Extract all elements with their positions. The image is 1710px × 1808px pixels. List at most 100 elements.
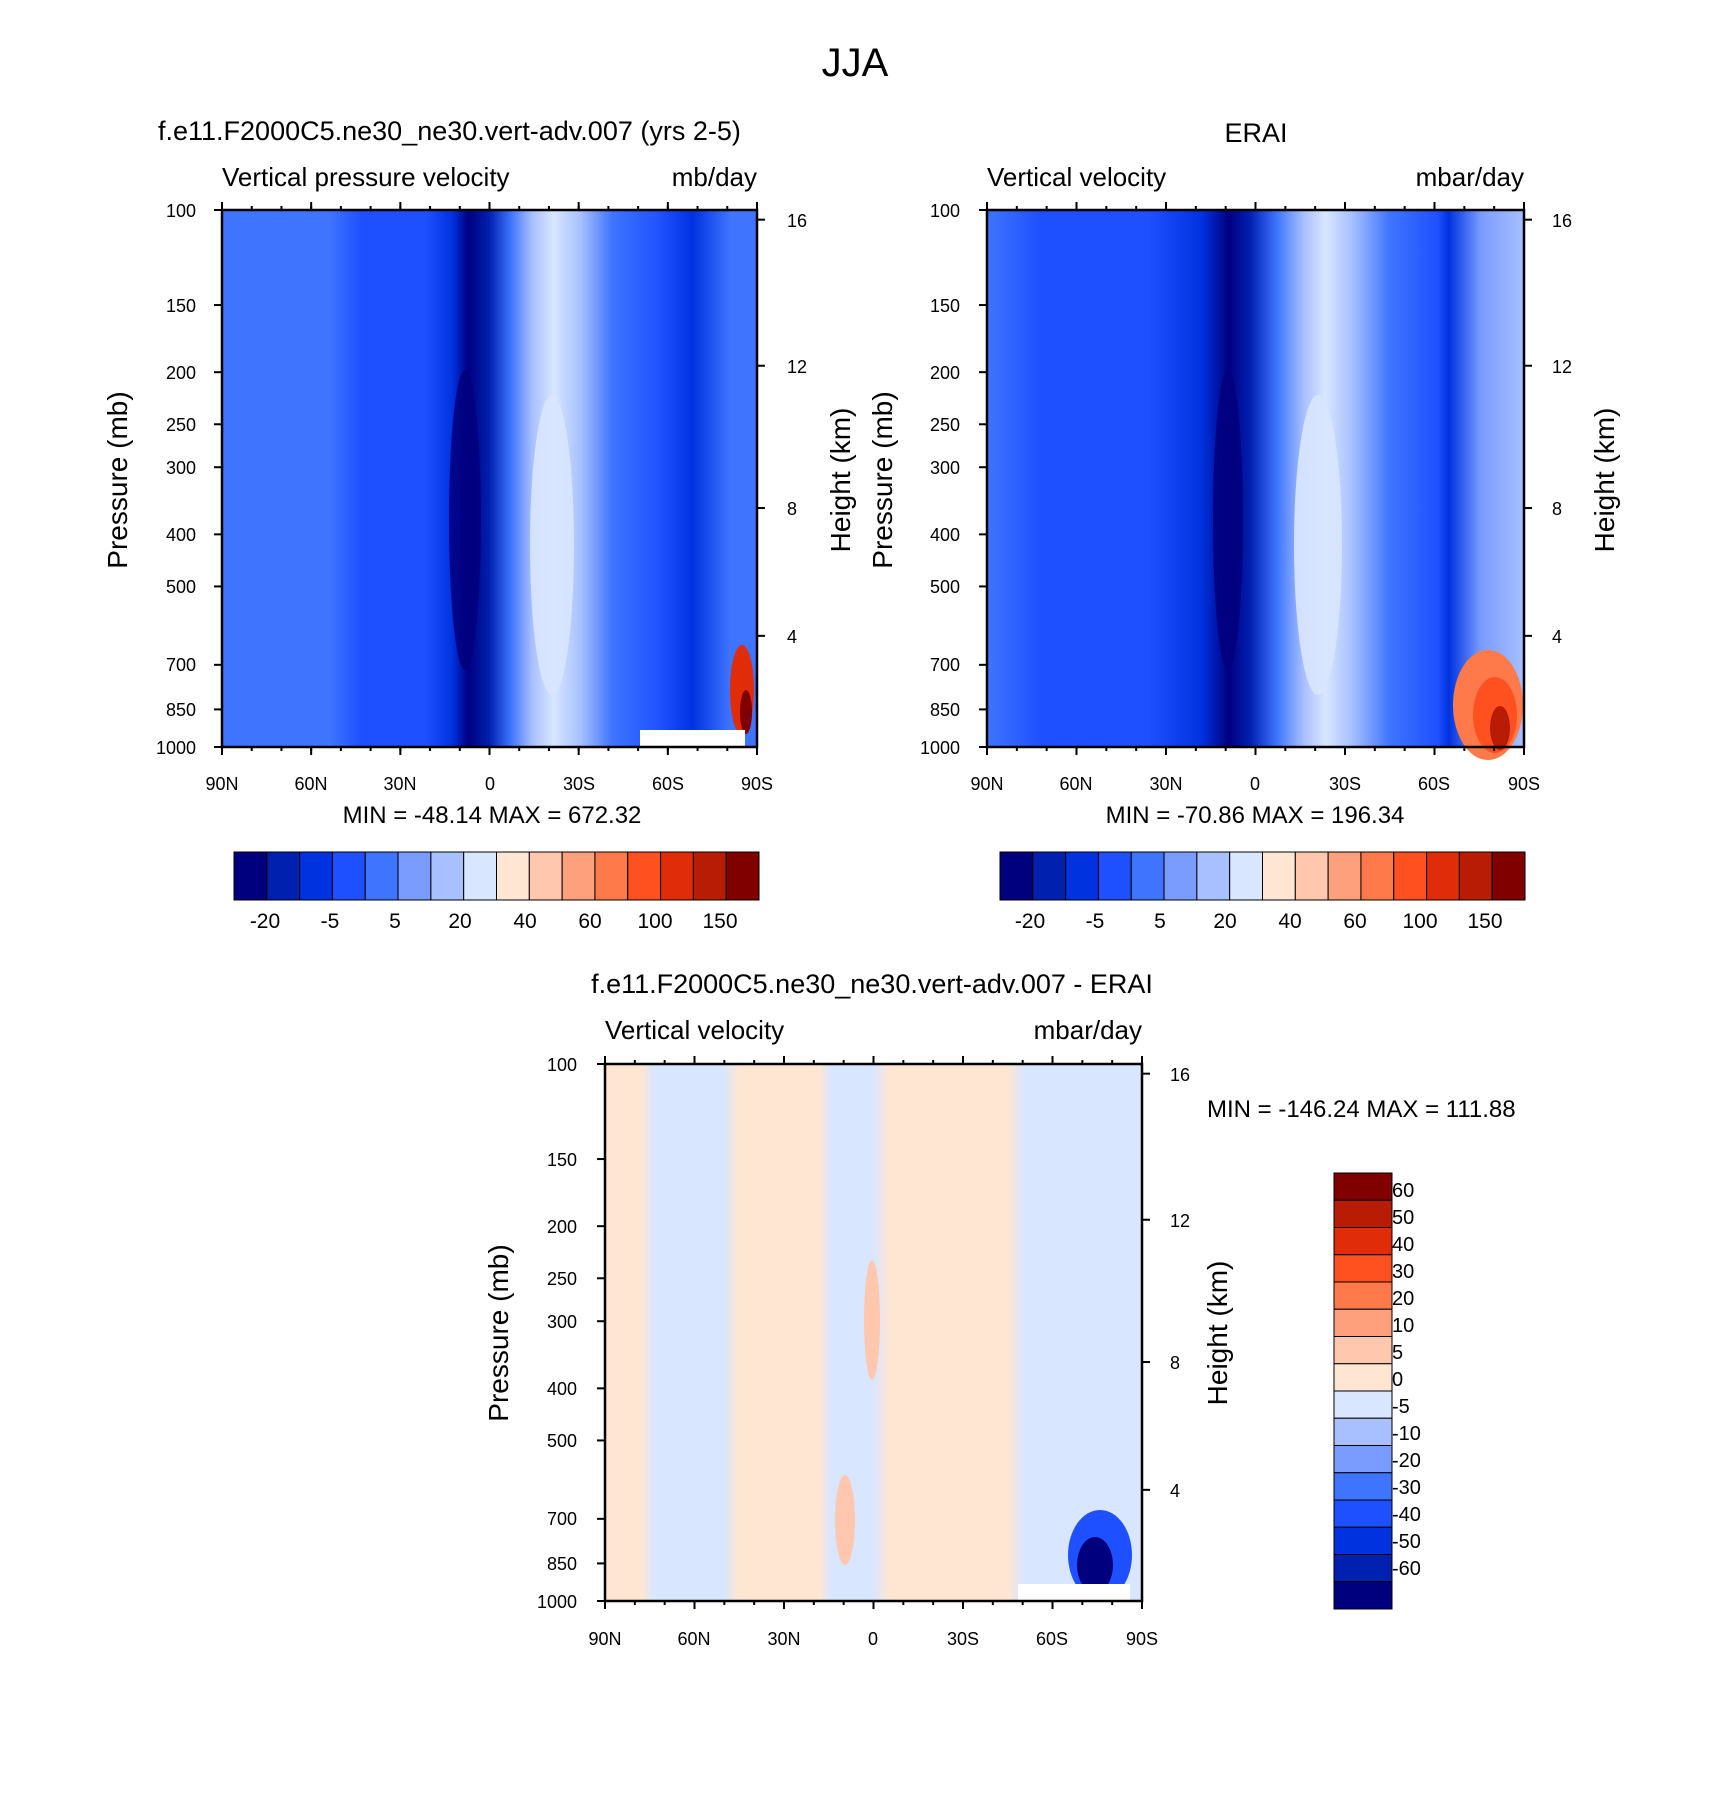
panel-erai-y-axis: 100 150 200 250 300 400 500 700 850 1000… xyxy=(867,201,960,758)
y-tick-label: 150 xyxy=(930,296,960,316)
height-tick-label: 4 xyxy=(1552,627,1562,647)
colorbar-swatch xyxy=(1262,851,1296,901)
panel-model-title: f.e11.F2000C5.ne30_ne30.vert-adv.007 (yr… xyxy=(158,116,741,146)
colorbar-swatch xyxy=(1333,1363,1393,1392)
colorbar-label: 20 xyxy=(448,910,471,933)
colorbar-swatches xyxy=(1333,1172,1393,1610)
colorbar-swatch xyxy=(1196,851,1231,901)
panel-difference-plot-area xyxy=(603,1062,1144,1603)
colorbar-label: -20 xyxy=(250,910,280,933)
y-tick-label: 100 xyxy=(930,201,960,221)
colorbar-swatch xyxy=(1426,851,1460,901)
colorbar-label: 40 xyxy=(1278,910,1301,933)
colorbar-swatch xyxy=(1229,851,1263,901)
panel-erai-height-axis: 16 12 8 4 Height (km) xyxy=(1552,211,1620,647)
colorbar-swatches xyxy=(233,851,760,901)
y-tick-label: 850 xyxy=(930,700,960,720)
colorbar-swatch xyxy=(1333,1417,1393,1446)
colorbar-swatch xyxy=(299,851,333,901)
x-tick-label: 90N xyxy=(970,774,1003,794)
x-tick-label: 90N xyxy=(588,1629,621,1649)
height-tick-label: 8 xyxy=(1170,1353,1180,1373)
colorbar-swatch xyxy=(1130,851,1165,901)
colorbar-label: 40 xyxy=(1392,1234,1414,1256)
axis-ticks xyxy=(214,202,1532,1609)
panel-erai-core-positive xyxy=(1294,395,1342,695)
colorbar-swatch xyxy=(233,851,268,901)
height-tick-label: 12 xyxy=(1552,357,1572,377)
colorbar-label: 60 xyxy=(1343,910,1366,933)
colorbar-label: 0 xyxy=(1392,1369,1403,1391)
panel-difference-title: f.e11.F2000C5.ne30_ne30.vert-adv.007 - E… xyxy=(591,969,1153,999)
panel-difference-negative-core xyxy=(1077,1537,1113,1593)
panel-erai: ERAI Vertical velocity mbar/day 90N 60N … xyxy=(867,118,1620,933)
panel-model-y-axis: 100 150 200 250 300 400 500 700 850 1000… xyxy=(102,201,196,758)
height-tick-label: 4 xyxy=(787,627,797,647)
panel-model-x-axis: 90N 60N 30N 0 30S 60S 90S xyxy=(205,774,773,794)
x-tick-label: 30S xyxy=(1329,774,1361,794)
colorbar-swatch xyxy=(1333,1472,1393,1501)
panel-erai-sh-blob-core xyxy=(1490,706,1510,750)
colorbar-swatch xyxy=(999,851,1034,901)
colorbar-label: -20 xyxy=(1015,910,1045,933)
colorbar-label: -5 xyxy=(1086,910,1105,933)
x-tick-label: 60S xyxy=(652,774,684,794)
colorbar-swatch xyxy=(1333,1554,1393,1583)
y-tick-label: 250 xyxy=(166,415,196,435)
colorbar-label: 10 xyxy=(1392,1315,1414,1337)
colorbar-swatch xyxy=(1333,1281,1393,1310)
colorbar-swatch xyxy=(331,851,366,901)
y-tick-label: 500 xyxy=(166,577,196,597)
panel-model-plot-area xyxy=(220,208,759,749)
colorbar-swatch xyxy=(1333,1526,1393,1555)
panel-erai-right-label: mbar/day xyxy=(1416,162,1524,192)
colorbar-label: -5 xyxy=(1392,1396,1410,1418)
y-tick-label: 850 xyxy=(547,1554,577,1574)
colorbar-label: 60 xyxy=(578,910,601,933)
panel-model-core-negative xyxy=(449,370,481,670)
colorbar-swatch xyxy=(1032,851,1067,901)
panel-difference-right-label: mbar/day xyxy=(1034,1015,1142,1045)
panel-difference-missing-region xyxy=(1018,1584,1130,1601)
colorbar-swatch xyxy=(397,851,432,901)
x-tick-label: 0 xyxy=(485,774,495,794)
colorbar-label: 30 xyxy=(1392,1261,1414,1283)
colorbar-swatch xyxy=(725,851,760,901)
x-tick-label: 30N xyxy=(767,1629,800,1649)
panel-model-field xyxy=(222,210,757,747)
height-tick-label: 8 xyxy=(787,499,797,519)
colorbar-swatch xyxy=(1294,851,1329,901)
colorbar-label: 20 xyxy=(1213,910,1236,933)
colorbar-label: 20 xyxy=(1392,1288,1414,1310)
panel-difference-positive-anomaly xyxy=(864,1260,880,1380)
colorbar-swatch xyxy=(1333,1308,1393,1337)
colorbar-label: -40 xyxy=(1392,1504,1421,1526)
colorbar-label: 5 xyxy=(1154,910,1166,933)
colorbar-swatch xyxy=(594,851,629,901)
colorbar-swatch xyxy=(1333,1581,1393,1610)
colorbar-label: 150 xyxy=(702,910,737,933)
colorbar-swatch xyxy=(430,851,465,901)
colorbar-swatch xyxy=(496,851,530,901)
panel-model: f.e11.F2000C5.ne30_ne30.vert-adv.007 (yr… xyxy=(102,116,856,933)
colorbar-label: 100 xyxy=(637,910,672,933)
y-tick-label: 250 xyxy=(930,415,960,435)
colorbar-swatch xyxy=(364,851,399,901)
x-tick-label: 60N xyxy=(294,774,327,794)
colorbar-swatch xyxy=(463,851,497,901)
height-tick-label: 12 xyxy=(787,357,807,377)
colorbar-swatch xyxy=(1333,1254,1393,1283)
colorbar-swatch xyxy=(1360,851,1395,901)
colorbar-label: -50 xyxy=(1392,1531,1421,1553)
y-axis-label: Pressure (mb) xyxy=(483,1244,514,1421)
height-tick-label: 8 xyxy=(1552,499,1562,519)
y-tick-label: 850 xyxy=(166,700,196,720)
panel-erai-left-label: Vertical velocity xyxy=(987,162,1166,192)
colorbar-label: -20 xyxy=(1392,1450,1421,1472)
y-tick-label: 200 xyxy=(166,363,196,383)
figure-title: JJA xyxy=(822,41,889,85)
colorbar-swatch xyxy=(1327,851,1362,901)
y-tick-label: 1000 xyxy=(156,738,196,758)
colorbar-swatch xyxy=(1065,851,1099,901)
